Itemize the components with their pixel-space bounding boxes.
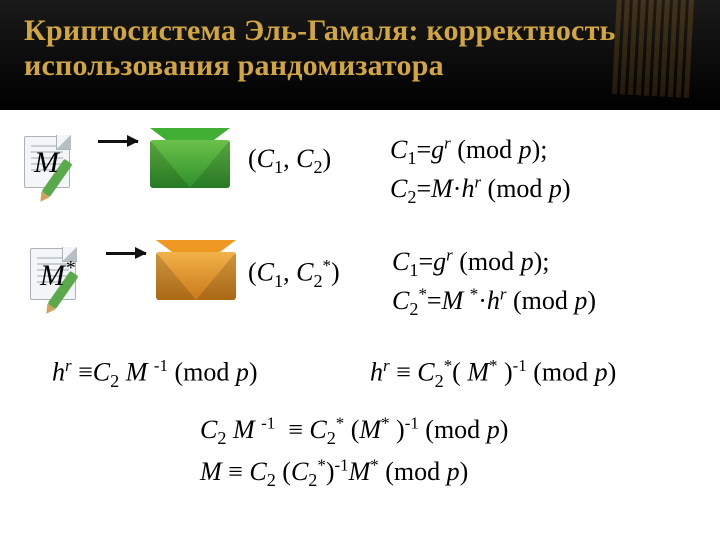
- slide-content: M (C1, C2) C1=gr (mod p); C2=M·hr (mod p…: [0, 110, 720, 540]
- formula-c1-star: C1=gr (mod p);: [392, 244, 596, 283]
- slide-title: Криптосистема Эль-Гамаля: корректность и…: [24, 14, 696, 83]
- encryption-row-m: M (C1, C2) C1=gr (mod p); C2=M·hr (mod p…: [0, 126, 720, 226]
- cipher-formulas: C1=gr (mod p); C2=M·hr (mod p): [390, 132, 571, 210]
- slide-header: Криптосистема Эль-Гамаля: корректность и…: [0, 0, 720, 110]
- envelope-icon: [150, 128, 230, 188]
- cipher-pair-star: (C1, C2*): [248, 256, 340, 292]
- hr-equiv-right: hr ≡ C2*( M* )-1 (mod p): [370, 356, 616, 392]
- final-line-2: M ≡ C2 (C2*)-1M* (mod p): [200, 452, 508, 494]
- cipher-formulas-star: C1=gr (mod p); C2*=M *·hr (mod p): [392, 244, 596, 322]
- formula-c2: C2=M·hr (mod p): [390, 171, 571, 210]
- arrow-icon: [98, 140, 138, 143]
- arrow-icon: [106, 252, 146, 255]
- encryption-row-mstar: M* (C1, C2*) C1=gr (mod p); C2*=M *·hr (…: [0, 238, 720, 338]
- cipher-pair: (C1, C2): [248, 144, 331, 178]
- hr-equiv-left: hr ≡C2 M -1 (mod p): [52, 356, 258, 392]
- final-line-1: C2 M -1 ≡ C2* (M* )-1 (mod p): [200, 410, 508, 452]
- mstar-label: M*: [40, 258, 75, 293]
- m-label: M: [34, 146, 59, 180]
- formula-c2-star: C2*=M *·hr (mod p): [392, 283, 596, 322]
- final-derivation: C2 M -1 ≡ C2* (M* )-1 (mod p) M ≡ C2 (C2…: [200, 410, 508, 495]
- formula-c1: C1=gr (mod p);: [390, 132, 571, 171]
- envelope-icon: [156, 240, 236, 300]
